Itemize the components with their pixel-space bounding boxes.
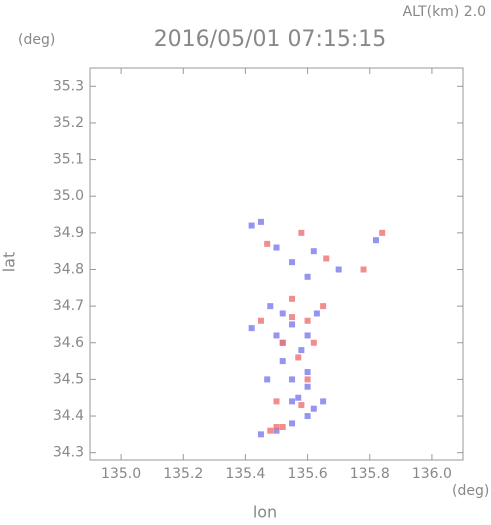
y-tick-label: 35.0 [53, 188, 84, 204]
echo-point [304, 383, 311, 390]
echo-point [279, 358, 286, 365]
echo-point [289, 259, 296, 266]
y-tick-label: 34.5 [53, 371, 84, 387]
echo-point [360, 266, 367, 273]
echo-point [264, 240, 271, 247]
x-tick-label: 135.4 [225, 466, 265, 482]
echo-point [289, 398, 296, 405]
echo-point [310, 405, 317, 412]
plot-frame [89, 67, 464, 461]
echo-point [335, 266, 342, 273]
echo-point [279, 424, 286, 431]
echo-point [264, 376, 271, 383]
x-tick-label: 135.0 [101, 466, 141, 482]
echo-point [267, 303, 274, 310]
echo-point [273, 427, 280, 434]
echo-point [320, 398, 327, 405]
y-tick-label: 34.3 [53, 445, 84, 461]
x-tick-label: 135.8 [350, 466, 390, 482]
echo-point [298, 347, 305, 354]
x-tick-label: 136.0 [412, 466, 452, 482]
x-unit: (deg) [452, 483, 489, 499]
chart-title: 2016/05/01 07:15:15 [154, 27, 387, 52]
echo-point [289, 295, 296, 302]
y-unit: (deg) [18, 32, 55, 48]
echo-point [379, 229, 386, 236]
echo-point [257, 431, 264, 438]
echo-point [257, 218, 264, 225]
x-tick-label: 135.2 [163, 466, 203, 482]
y-tick-label: 35.1 [53, 152, 84, 168]
echo-point [298, 229, 305, 236]
echo-point [310, 248, 317, 255]
x-tick-label: 135.6 [288, 466, 328, 482]
echo-point [279, 339, 286, 346]
echo-point [289, 321, 296, 328]
echo-point [267, 427, 274, 434]
echo-point [273, 424, 280, 431]
y-tick-label: 34.6 [53, 335, 84, 351]
echo-point [304, 413, 311, 420]
echo-point [372, 237, 379, 244]
echo-point [323, 255, 330, 262]
annotation: ALT(km) 2.0 [403, 4, 486, 20]
echo-point [298, 402, 305, 409]
echo-point [248, 222, 255, 229]
echo-point [304, 317, 311, 324]
echo-point [273, 398, 280, 405]
echo-point [304, 273, 311, 280]
echo-point [313, 310, 320, 317]
echo-point [295, 394, 302, 401]
echo-point [320, 303, 327, 310]
echo-point [295, 354, 302, 361]
echo-point [273, 332, 280, 339]
echo-point [304, 369, 311, 376]
echo-point [289, 420, 296, 427]
echo-point [248, 325, 255, 332]
x-axis-label: lon [253, 503, 277, 522]
echo-point [273, 244, 280, 251]
echo-point [279, 310, 286, 317]
y-axis-label: lat [0, 252, 19, 273]
y-tick-label: 35.3 [53, 78, 84, 94]
y-tick-label: 34.7 [53, 298, 84, 314]
y-tick-label: 34.4 [53, 408, 84, 424]
y-tick-label: 34.9 [53, 225, 84, 241]
echo-point [304, 376, 311, 383]
echo-point [257, 317, 264, 324]
echo-point [289, 376, 296, 383]
y-tick-label: 35.2 [53, 115, 84, 131]
echo-point [304, 332, 311, 339]
echo-point [289, 314, 296, 321]
echo-point [310, 339, 317, 346]
y-tick-label: 34.8 [53, 261, 84, 277]
